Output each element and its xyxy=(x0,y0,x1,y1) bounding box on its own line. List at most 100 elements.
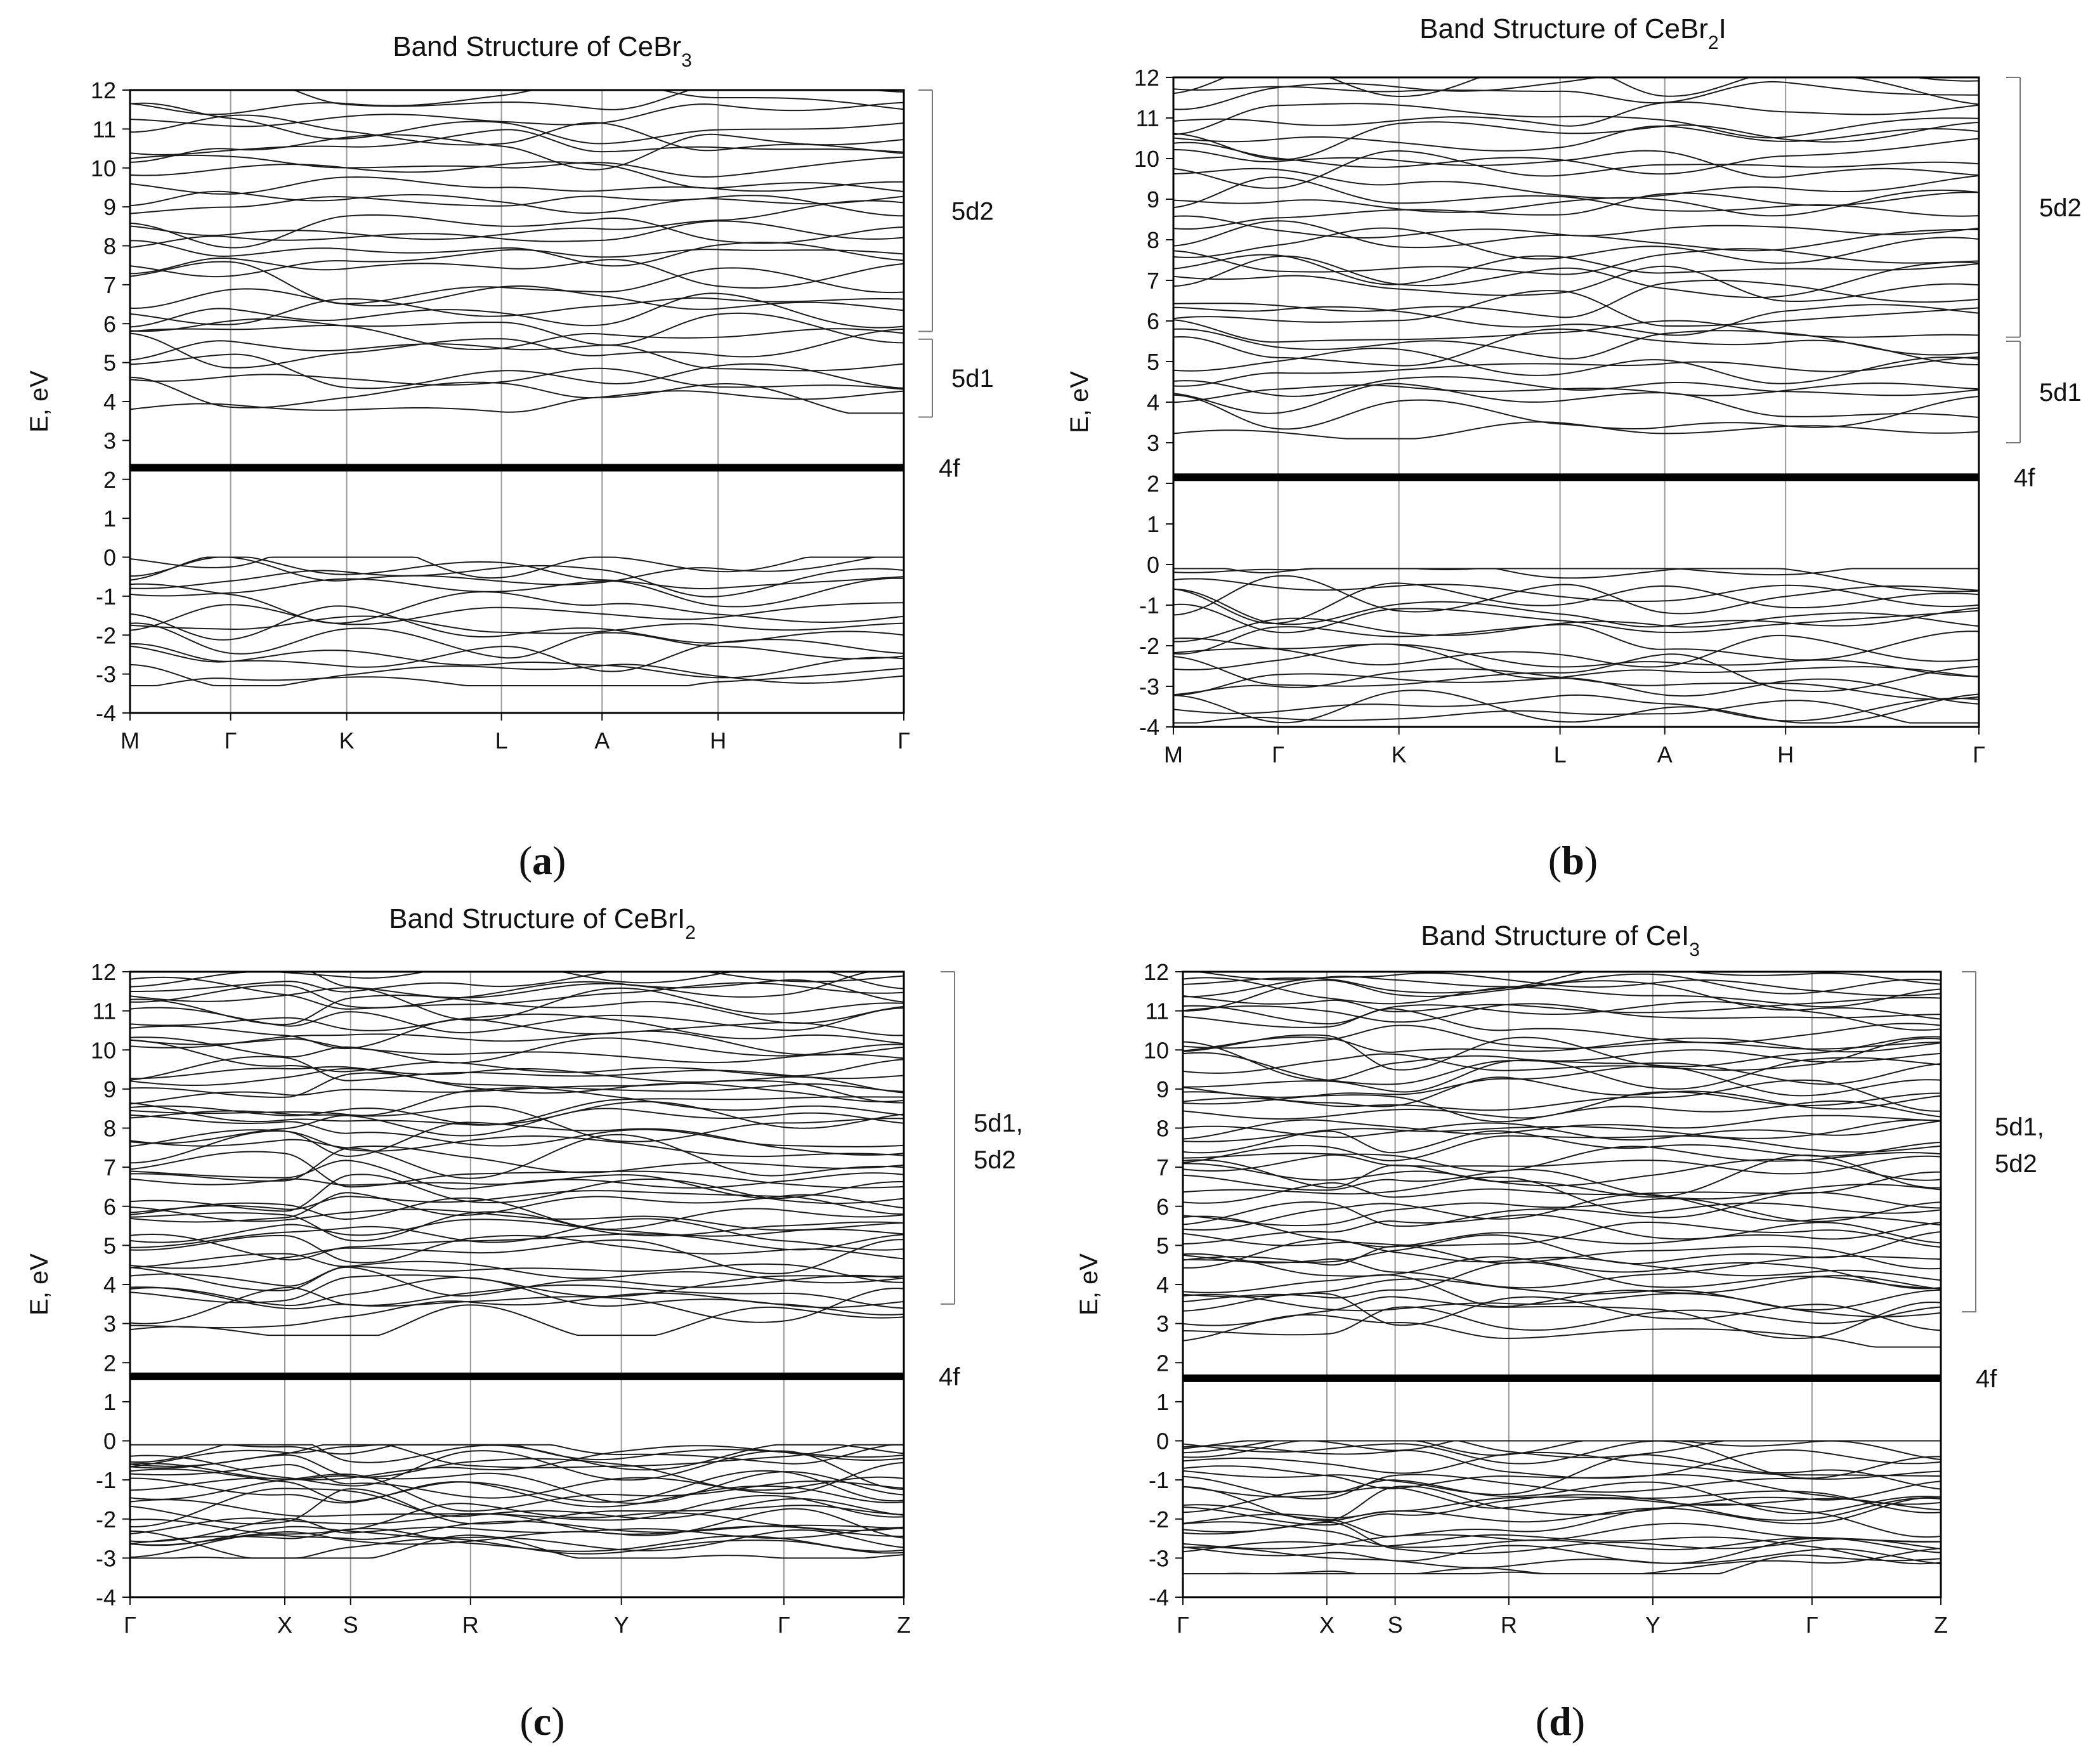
valence-band xyxy=(130,667,904,686)
valence-band xyxy=(1173,568,1979,576)
valence-band xyxy=(130,1508,904,1546)
valence-band xyxy=(1183,1451,1941,1477)
conduction-band xyxy=(130,329,904,369)
plot-frame xyxy=(1172,76,1980,728)
y-tick-label: 2 xyxy=(103,467,116,493)
conduction-band xyxy=(130,1036,904,1064)
bands xyxy=(130,972,904,1559)
conduction-band xyxy=(1173,356,1979,387)
y-tick-label: 1 xyxy=(1147,511,1159,537)
valence-band xyxy=(1183,1465,1941,1505)
valence-band xyxy=(1183,1479,1941,1515)
chart-title-suffix: I xyxy=(1719,13,1726,44)
conduction-band xyxy=(130,1145,904,1182)
x-tick-label: Γ xyxy=(1973,742,1985,768)
conduction-band xyxy=(130,994,904,1026)
conduction-band xyxy=(130,1274,904,1303)
x-tick-label: K xyxy=(1392,742,1407,768)
annotation-bracket-0: 5d2 xyxy=(918,89,994,332)
y-tick-label: -1 xyxy=(1149,1467,1169,1493)
conduction-band xyxy=(130,1114,904,1147)
conduction-band xyxy=(130,1160,904,1190)
annotation-bracket-1: 5d1 xyxy=(2006,341,2082,443)
y-tick-label: 7 xyxy=(1156,1154,1169,1180)
x-tick-label: A xyxy=(594,728,610,754)
conduction-band xyxy=(1183,1215,1941,1248)
conduction-band xyxy=(130,1292,904,1329)
conduction-band xyxy=(1183,1091,1941,1120)
x-tick-label: L xyxy=(1554,742,1567,768)
y-tick-label: 3 xyxy=(1147,430,1159,456)
conduction-band xyxy=(1183,1024,1941,1050)
y-tick-label: 8 xyxy=(103,1116,116,1142)
conduction-band xyxy=(130,1107,904,1144)
conduction-band xyxy=(130,133,904,171)
y-tick-label: 2 xyxy=(103,1350,116,1376)
y-tick-label: 6 xyxy=(1156,1194,1169,1220)
conduction-band xyxy=(1183,1278,1941,1310)
conduction-band xyxy=(1183,1034,1941,1071)
annotation-label-2: 5d2 xyxy=(974,1146,1016,1174)
y-tick-label: -2 xyxy=(96,622,116,648)
y-tick-label: 8 xyxy=(103,233,116,259)
valence-band xyxy=(1173,673,1979,705)
x-tick-label: Γ xyxy=(1177,1612,1189,1638)
conduction-band xyxy=(130,1080,904,1105)
conduction-band xyxy=(130,1286,904,1324)
conduction-band xyxy=(1183,1154,1941,1175)
bands xyxy=(1173,77,1979,724)
conduction-band xyxy=(1173,150,1979,189)
valence-band xyxy=(130,556,904,585)
conduction-band xyxy=(130,1151,904,1189)
y-tick-label: -3 xyxy=(1149,1545,1169,1571)
valence-band xyxy=(1173,624,1979,661)
conduction-band xyxy=(1183,1253,1941,1290)
conduction-band xyxy=(1183,1003,1941,1023)
chart-title-main: Band Structure of CeBr xyxy=(393,31,681,62)
conduction-band xyxy=(1183,1008,1941,1043)
y-tick-label: 9 xyxy=(103,1076,116,1102)
valence-band xyxy=(130,1518,904,1543)
y-tick-label: -4 xyxy=(96,700,116,726)
conduction-band xyxy=(1183,1238,1941,1281)
valence-band xyxy=(130,1487,904,1528)
conduction-band xyxy=(1183,1037,1941,1074)
conduction-band xyxy=(1183,1231,1941,1264)
valence-band xyxy=(130,1488,904,1525)
y-tick-label: 5 xyxy=(103,350,116,376)
conduction-band xyxy=(130,1206,904,1231)
valence-band xyxy=(130,615,904,634)
f-band-label: 4f xyxy=(2014,464,2035,492)
conduction-band xyxy=(130,249,904,278)
conduction-band xyxy=(1173,81,1979,104)
y-tick-label: 10 xyxy=(91,155,116,181)
y-tick-label: 10 xyxy=(1144,1037,1169,1063)
valence-band xyxy=(1183,1470,1941,1499)
y-tick-label: 6 xyxy=(103,1194,116,1220)
conduction-band xyxy=(130,154,904,178)
conduction-band xyxy=(130,367,904,390)
valence-band xyxy=(130,1513,904,1537)
caption-letter: c xyxy=(533,1699,551,1744)
chart-title: Band Structure of CeBrI2 xyxy=(389,903,696,943)
annotation-bracket-1: 5d1 xyxy=(918,338,994,418)
conduction-band xyxy=(130,129,904,155)
conduction-band xyxy=(130,200,904,240)
valence-band xyxy=(130,1468,904,1503)
conduction-band xyxy=(1173,167,1979,199)
conduction-band xyxy=(130,1087,904,1116)
y-tick-label: 11 xyxy=(93,116,116,142)
y-tick-label: -2 xyxy=(96,1506,116,1532)
y-tick-label: 4 xyxy=(103,389,116,415)
conduction-band xyxy=(1183,972,1941,995)
caption-letter: d xyxy=(1549,1699,1572,1744)
y-tick-label: 6 xyxy=(1147,308,1159,334)
y-tick-label: 4 xyxy=(103,1272,116,1298)
caption-close-paren: ) xyxy=(1572,1699,1585,1744)
conduction-band xyxy=(1173,255,1979,299)
conduction-band xyxy=(130,1134,904,1179)
y-tick-label: -3 xyxy=(96,1545,116,1571)
conduction-band xyxy=(1173,290,1979,327)
y-tick-label: 4 xyxy=(1156,1272,1169,1298)
